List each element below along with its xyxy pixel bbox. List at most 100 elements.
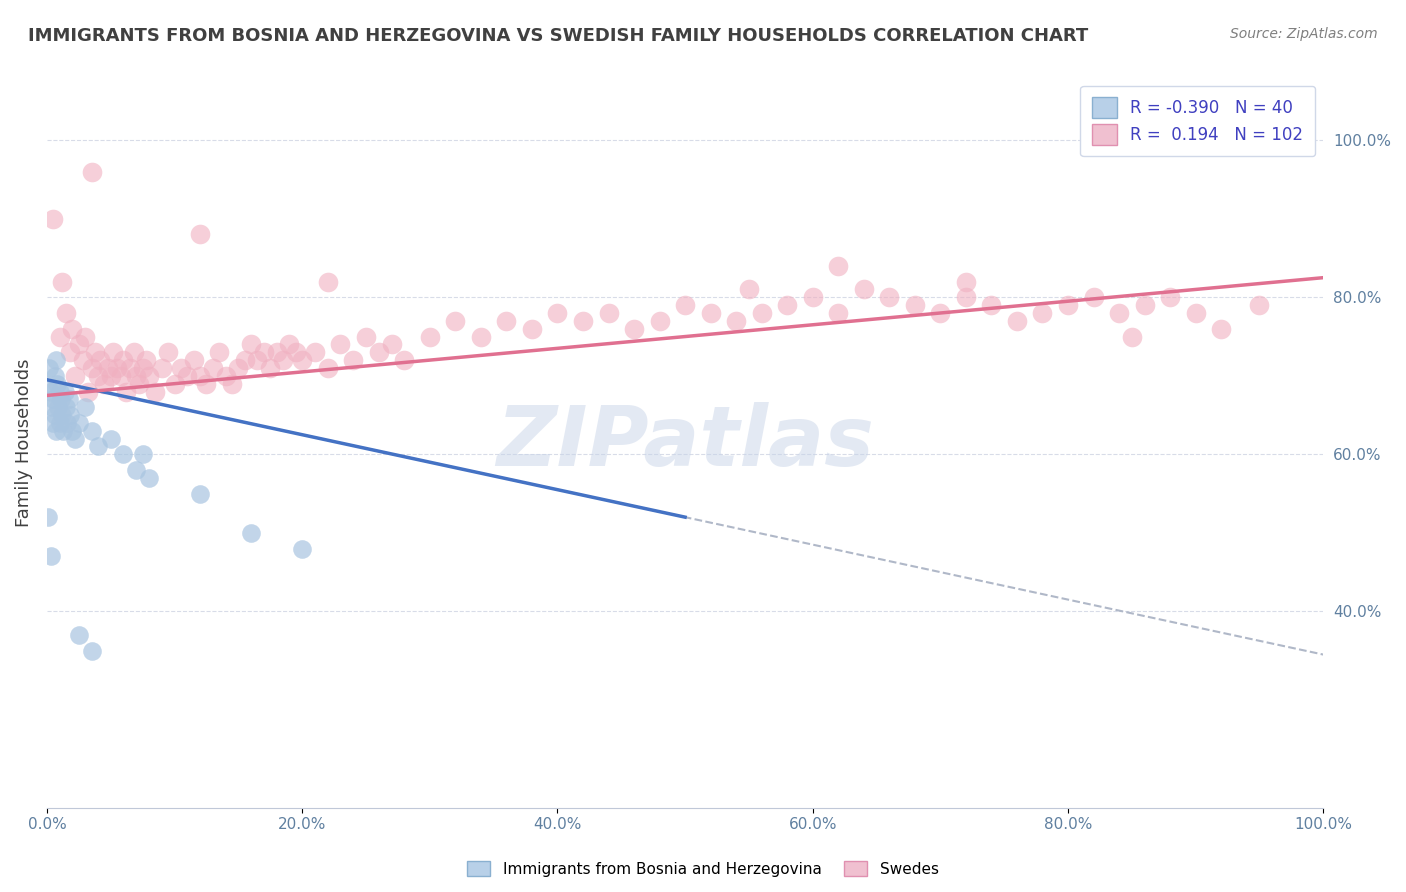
Point [367,345,389,359]
Point [112,447,135,461]
Point [100,368,122,383]
Point [419,329,441,343]
Point [1249,298,1271,312]
Point [63,432,86,446]
Point [725,314,748,328]
Point [115,384,138,399]
Point [284,345,307,359]
Point [495,314,517,328]
Point [128,376,150,391]
Point [827,259,849,273]
Point [188,486,211,500]
Point [304,345,326,359]
Point [329,337,352,351]
Point [42,392,65,407]
Point [39,549,62,564]
Point [63,368,86,383]
Point [214,368,236,383]
Point [240,525,263,540]
Point [266,345,288,359]
Point [97,361,120,376]
Point [76,384,98,399]
Point [1184,306,1206,320]
Point [38,361,60,376]
Point [49,392,72,407]
Point [776,298,799,312]
Point [342,353,364,368]
Point [44,408,66,422]
Point [42,416,65,430]
Point [48,329,70,343]
Point [980,298,1002,312]
Point [51,275,73,289]
Point [316,275,339,289]
Point [118,361,141,376]
Point [955,275,977,289]
Point [253,345,276,359]
Point [228,361,250,376]
Point [75,401,97,415]
Point [131,447,153,461]
Point [176,368,198,383]
Point [699,306,721,320]
Point [904,298,927,312]
Point [67,628,90,642]
Point [103,345,125,359]
Point [56,416,79,430]
Point [75,329,97,343]
Point [59,408,82,422]
Point [1211,322,1233,336]
Point [72,353,94,368]
Point [48,416,70,430]
Point [110,368,132,383]
Point [673,298,696,312]
Point [93,376,115,391]
Point [100,432,122,446]
Point [1121,329,1143,343]
Point [53,384,76,399]
Point [246,353,269,368]
Point [183,353,205,368]
Point [131,361,153,376]
Point [221,376,243,391]
Point [45,353,67,368]
Point [87,368,110,383]
Point [1005,314,1028,328]
Point [380,337,402,351]
Point [46,376,69,391]
Legend: R = -0.390   N = 40, R =  0.194   N = 102: R = -0.390 N = 40, R = 0.194 N = 102 [1080,86,1315,156]
Point [58,392,80,407]
Point [80,424,103,438]
Point [188,227,211,242]
Point [188,368,211,383]
Point [125,463,148,477]
Point [67,337,90,351]
Point [80,643,103,657]
Point [201,361,224,376]
Point [394,353,416,368]
Point [259,361,281,376]
Point [51,408,73,422]
Point [195,376,218,391]
Point [1057,298,1080,312]
Point [1031,306,1053,320]
Legend: Immigrants from Bosnia and Herzegovina, Swedes: Immigrants from Bosnia and Herzegovina, … [460,853,946,884]
Y-axis label: Family Households: Family Households [15,359,32,527]
Point [138,368,160,383]
Point [157,345,180,359]
Point [45,424,67,438]
Point [955,290,977,304]
Point [623,322,645,336]
Point [929,306,952,320]
Point [39,384,62,399]
Point [80,361,103,376]
Point [852,282,875,296]
Point [738,282,761,296]
Point [55,306,77,320]
Text: IMMIGRANTS FROM BOSNIA AND HERZEGOVINA VS SWEDISH FAMILY HOUSEHOLDS CORRELATION : IMMIGRANTS FROM BOSNIA AND HERZEGOVINA V… [28,27,1088,45]
Point [84,345,107,359]
Point [572,314,595,328]
Point [67,416,90,430]
Point [163,376,186,391]
Point [470,329,492,343]
